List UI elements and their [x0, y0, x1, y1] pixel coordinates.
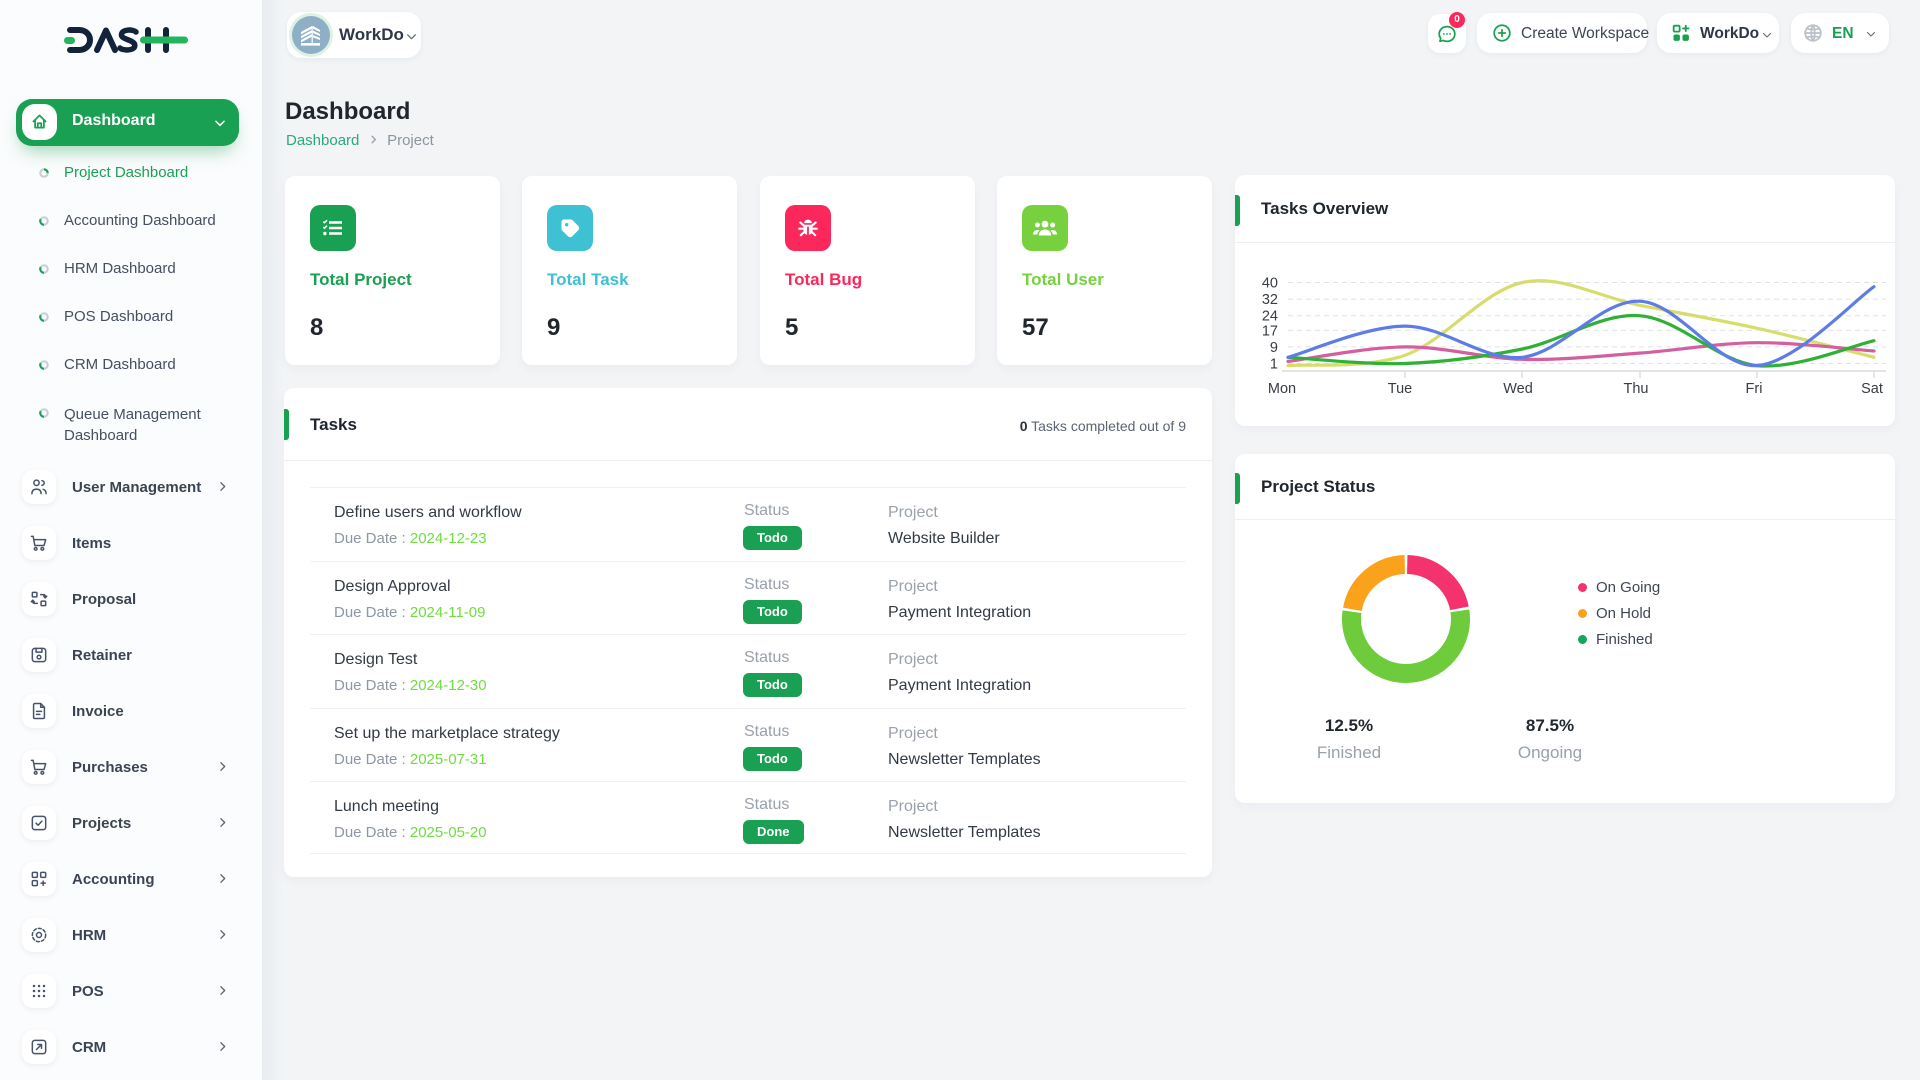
svg-text:24: 24: [1262, 309, 1278, 325]
svg-text:Sat: Sat: [1861, 381, 1883, 397]
svg-text:Thu: Thu: [1624, 381, 1649, 397]
svg-text:40: 40: [1262, 276, 1278, 292]
svg-text:9: 9: [1270, 340, 1278, 356]
svg-text:Fri: Fri: [1746, 381, 1763, 397]
svg-text:Mon: Mon: [1268, 381, 1296, 397]
svg-text:32: 32: [1262, 292, 1278, 308]
svg-text:1: 1: [1270, 357, 1278, 373]
svg-text:17: 17: [1262, 323, 1278, 339]
svg-text:Wed: Wed: [1503, 381, 1533, 397]
svg-text:Tue: Tue: [1388, 381, 1412, 397]
